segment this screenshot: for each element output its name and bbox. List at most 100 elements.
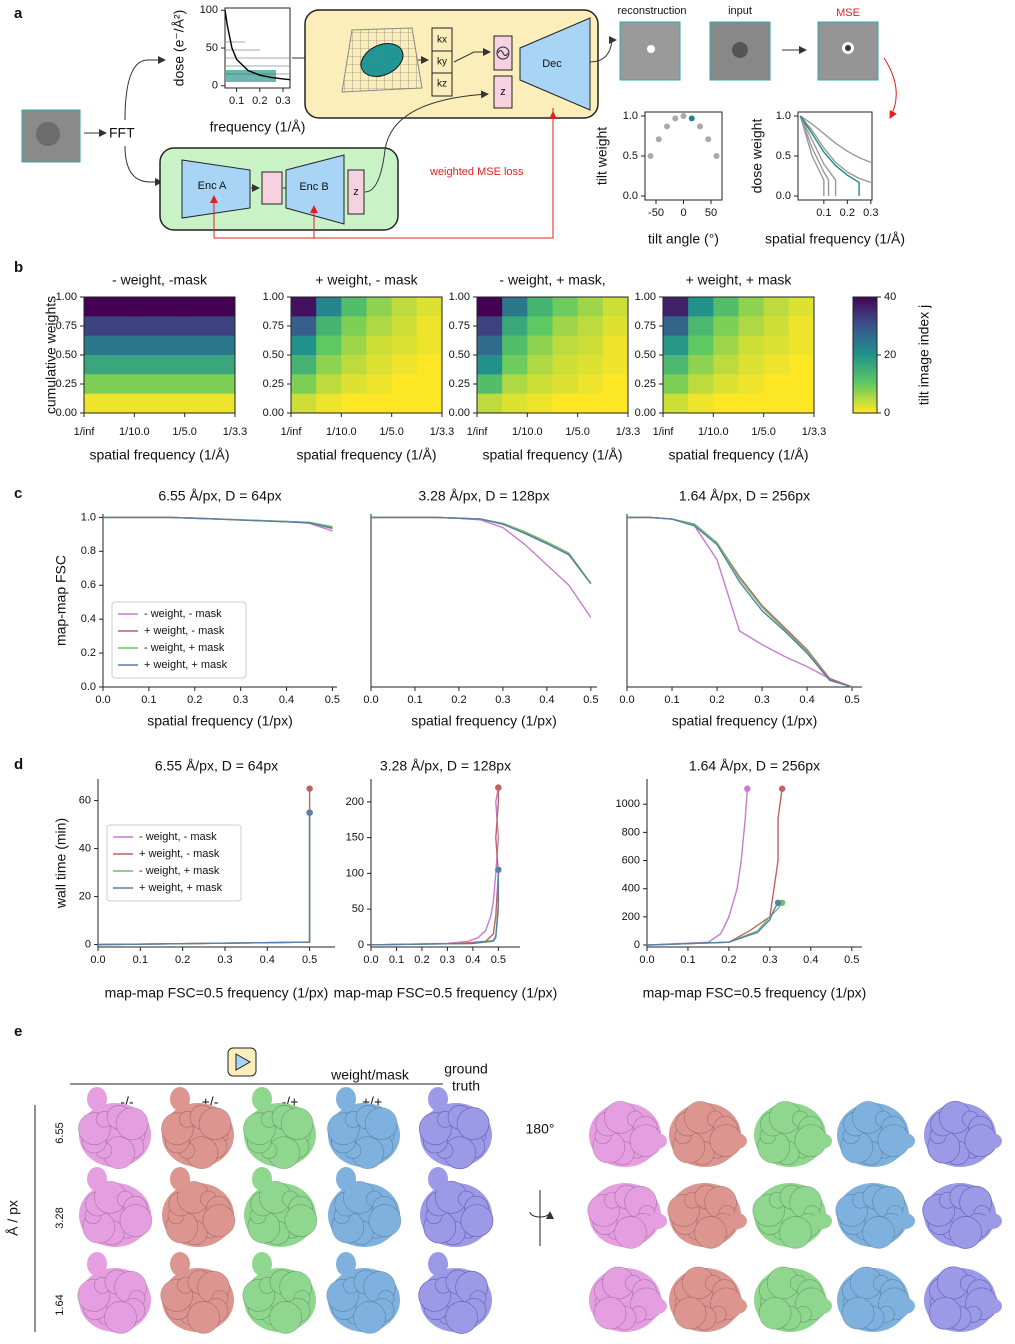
heat-cell — [134, 297, 160, 317]
loss-label: weighted MSE loss — [429, 166, 524, 178]
blob-tip — [428, 1087, 448, 1111]
y-tick-label: 0.25 — [449, 378, 470, 390]
heat-cell — [109, 355, 135, 375]
x-axis-label: spatial frequency (1/Å) — [482, 447, 622, 463]
heat-cell — [134, 316, 160, 337]
chart: 0.0 0.1 0.2 0.3 0.4 0.5 0 20 40 60 - weight, - mas… — [79, 779, 335, 966]
colorbar-segment — [853, 349, 877, 353]
heat-cell — [602, 335, 629, 356]
axes-frame — [644, 111, 723, 201]
feature-box — [261, 171, 283, 205]
colorbar-segment — [853, 392, 877, 397]
panel-e: weight/mask -/- +/- -/+ +/+ ground truth… — [5, 1047, 1002, 1334]
structure-render — [669, 1266, 747, 1332]
y-tick-label: 0.4 — [81, 613, 96, 625]
heat-cell — [713, 335, 739, 356]
heat-cell — [502, 374, 528, 395]
heat-cell — [738, 297, 765, 317]
heat-cell — [134, 335, 160, 356]
heat-cell — [788, 374, 815, 395]
y-axis-label: tilt weight — [594, 127, 610, 185]
heat-cell — [788, 355, 815, 375]
heat-cell — [109, 393, 135, 414]
latent-box — [493, 75, 513, 109]
structure-render — [754, 1266, 832, 1332]
y-tick-label: 0.6 — [81, 579, 96, 591]
blob-lobe — [694, 1216, 727, 1249]
blob-lobe — [614, 1216, 647, 1249]
structure-render — [244, 1167, 318, 1247]
heat-cell — [763, 316, 790, 337]
heat-cell — [291, 393, 317, 414]
x-tick-label: 1/5.0 — [565, 426, 589, 438]
series-line — [103, 516, 333, 530]
heat-cell — [577, 393, 604, 414]
series-line — [799, 115, 872, 184]
heat-cell — [663, 393, 689, 414]
end-marker — [774, 899, 782, 906]
y-tick-label: 1.00 — [263, 291, 284, 303]
heat-cell — [602, 374, 629, 395]
structure-render — [589, 1101, 667, 1167]
slice-grid — [361, 43, 403, 77]
y-axis-label: cumulative weights — [43, 296, 59, 414]
structure-render — [837, 1266, 915, 1332]
heat-cell — [738, 335, 765, 356]
legend-box — [111, 601, 247, 679]
heat-cell — [134, 393, 160, 414]
blob-tip — [428, 1167, 448, 1191]
heat-cell — [713, 374, 739, 395]
heat-cell — [477, 335, 503, 356]
blob-lobe — [368, 1204, 402, 1238]
series-line — [799, 115, 837, 196]
x-tick-label: 0.1 — [680, 954, 695, 966]
x-tick-label: 0.4 — [465, 954, 480, 966]
blob-lobe — [949, 1216, 982, 1249]
heat-cell — [366, 316, 393, 337]
point — [705, 136, 712, 143]
x-axis-label: map-map FSC=0.5 frequency (1/px) — [334, 985, 558, 1001]
y-tick-label: 1.00 — [56, 291, 77, 303]
structure-render — [160, 1252, 234, 1334]
x-tick-label: 0.3 — [440, 954, 455, 966]
y-tick-label: 1.0 — [81, 511, 96, 523]
chart-title: 6.55 Å/px, D = 64px — [155, 758, 278, 774]
heat-cell — [391, 393, 418, 414]
structure-render — [79, 1167, 153, 1247]
encoder-b — [285, 154, 345, 225]
heat-cell — [391, 335, 418, 356]
y-tick-label: 0 — [212, 80, 218, 92]
latent-label: z — [500, 86, 506, 98]
heat-cell — [477, 355, 503, 375]
heat-cell — [134, 355, 160, 375]
heat-cell — [391, 374, 418, 395]
x-tick-label: 0.4 — [279, 694, 294, 706]
x-tick-label: 1/inf — [281, 426, 303, 438]
y-tick-label: 50 — [352, 903, 364, 915]
heat-cell — [184, 335, 211, 356]
dose-band — [226, 70, 276, 82]
heat-cell — [416, 297, 443, 317]
series-line — [799, 115, 830, 196]
blob-lobe — [104, 1301, 137, 1334]
x-tick-label: 0.1 — [141, 694, 156, 706]
heat-cell — [552, 355, 579, 375]
chart: 0.0 0.1 0.2 0.3 0.4 0.5 — [619, 514, 862, 706]
x-axis-label: spatial frequency (1/Å) — [765, 231, 905, 247]
x-tick-label: 0.0 — [639, 954, 654, 966]
x-tick-label: 0.1 — [407, 694, 422, 706]
x-tick-label: 0.1 — [816, 207, 831, 219]
chart: 0.0 0.1 0.2 0.3 0.4 0.5 0 200 400 600 800 1000 — [616, 779, 862, 966]
heat-cell — [134, 374, 160, 395]
heat-cell — [184, 297, 211, 317]
image-label: reconstruction — [617, 5, 686, 17]
heat-cell — [184, 374, 211, 395]
blob-lobe — [119, 1204, 153, 1238]
colorbar-segment — [853, 302, 877, 307]
x-tick-label: 1/5.0 — [379, 426, 403, 438]
chart: -50 0 50 0.0 0.5 1.0 — [623, 110, 723, 219]
x-tick-label: 0.0 — [95, 694, 110, 706]
heat-cell — [291, 374, 317, 395]
blob-lobe — [673, 1296, 707, 1330]
heat-cell — [577, 355, 604, 375]
